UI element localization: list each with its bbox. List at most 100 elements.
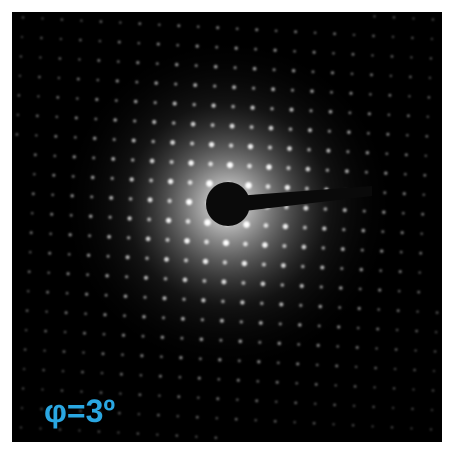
diffraction-spot — [243, 221, 250, 228]
diffraction-spot — [391, 426, 393, 428]
diffraction-spot — [47, 271, 50, 274]
diffraction-spot — [347, 130, 351, 134]
diffraction-spot — [392, 407, 394, 409]
diffraction-spot — [381, 230, 384, 233]
diffraction-spot — [252, 87, 255, 90]
diffraction-spot — [302, 245, 307, 250]
diffraction-spot — [196, 45, 199, 48]
diffraction-spot — [177, 415, 179, 417]
diffraction-spot — [186, 199, 192, 205]
diffraction-spot — [140, 374, 143, 377]
diffraction-spot — [121, 353, 124, 356]
diffraction-spot — [291, 89, 294, 92]
diffraction-spot — [330, 91, 333, 94]
diffraction-spot — [132, 138, 136, 142]
diffraction-spot — [192, 103, 195, 106]
diffraction-spot — [196, 416, 199, 419]
diffraction-spot — [221, 279, 226, 284]
diffraction-spot — [273, 49, 276, 52]
diffraction-spot — [242, 261, 247, 266]
diffraction-spot — [60, 38, 62, 40]
diffraction-spot — [360, 268, 363, 271]
diffraction-spot — [175, 63, 178, 66]
diffraction-spot — [50, 213, 53, 216]
diffraction-spot — [164, 277, 168, 281]
diffraction-spot — [430, 428, 432, 430]
diffraction-spot — [215, 46, 218, 49]
diffraction-spot — [231, 105, 235, 109]
diffraction-spot — [28, 270, 31, 273]
diffraction-spot — [203, 259, 208, 264]
diffraction-spot — [62, 370, 64, 372]
diffraction-spot — [423, 174, 426, 177]
diffraction-spot — [261, 282, 266, 287]
diffraction-spot — [382, 211, 385, 214]
diffraction-spot — [373, 15, 375, 17]
diffraction-spot — [161, 336, 164, 339]
diffraction-spot — [412, 17, 414, 19]
diffraction-spot — [158, 23, 161, 26]
diffraction-spot — [68, 253, 71, 256]
diffraction-spot — [179, 356, 182, 359]
diffraction-spot — [103, 313, 106, 316]
diffraction-spot — [41, 388, 43, 390]
diffraction-spot — [87, 254, 90, 257]
diffraction-spot — [117, 60, 120, 63]
diffraction-spot — [40, 37, 42, 39]
diffraction-spot — [376, 328, 379, 331]
diffraction-spot — [237, 379, 240, 382]
diffraction-spot — [145, 257, 149, 261]
diffraction-spot — [127, 216, 131, 220]
diffraction-spot — [286, 166, 290, 170]
diffraction-spot — [238, 359, 241, 362]
diffraction-spot — [320, 285, 323, 288]
diffraction-spot — [385, 152, 388, 155]
diffraction-spot — [391, 55, 394, 58]
diffraction-spot — [394, 368, 396, 370]
diffraction-spot — [310, 89, 314, 93]
diffraction-spot — [105, 274, 109, 278]
diffraction-spot — [159, 375, 162, 378]
diffraction-spot — [380, 249, 383, 252]
diffraction-spot — [421, 213, 424, 216]
diffraction-spot — [415, 330, 418, 333]
diffraction-spot — [390, 75, 392, 77]
diffraction-spot — [142, 335, 145, 338]
diffraction-spot — [97, 59, 100, 62]
diffraction-spot — [90, 195, 93, 198]
diffraction-spot — [215, 436, 218, 439]
diffraction-spot — [279, 322, 282, 325]
diffraction-spot — [248, 144, 253, 149]
diffraction-spot — [241, 281, 245, 285]
diffraction-spot — [342, 228, 345, 231]
diffraction-spot — [63, 350, 66, 353]
diffraction-spot — [345, 169, 349, 173]
diffraction-spot — [17, 114, 19, 116]
diffraction-spot — [204, 219, 211, 226]
diffraction-spot — [72, 175, 75, 178]
diffraction-spot — [127, 236, 130, 239]
diffraction-spot — [29, 251, 31, 253]
diffraction-spot — [337, 325, 340, 328]
diffraction-spot — [38, 76, 41, 79]
diffraction-spot — [328, 130, 331, 133]
diffraction-spot — [160, 355, 163, 358]
diffraction-spot — [375, 347, 377, 349]
diffraction-spot — [214, 65, 218, 69]
diffraction-spot — [433, 370, 435, 372]
diffraction-spot — [201, 298, 205, 302]
diffraction-spot — [213, 84, 216, 87]
diffraction-spot — [388, 114, 391, 117]
diffraction-spot — [34, 153, 37, 156]
angle-label: φ=3º — [44, 393, 115, 429]
diffraction-spot — [243, 242, 248, 247]
diffraction-spot — [156, 434, 158, 436]
diffraction-spot — [384, 172, 387, 175]
diffraction-spot — [299, 304, 302, 307]
diffraction-spot — [41, 17, 43, 19]
diffraction-spot — [126, 255, 130, 259]
diffraction-spot — [336, 345, 339, 348]
diffraction-spot — [269, 126, 274, 131]
diffraction-spot — [184, 258, 188, 262]
diffraction-spot — [165, 238, 169, 242]
